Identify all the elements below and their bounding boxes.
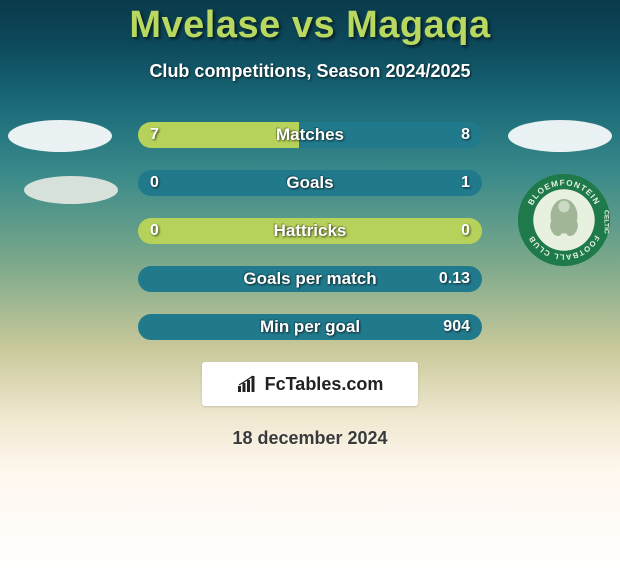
content-root: Mvelase vs Magaqa Club competitions, Sea… [0,0,620,449]
stat-row: 0 Hattricks 0 [138,218,482,244]
watermark-text: FcTables.com [265,374,384,395]
stat-label: Hattricks [274,221,347,241]
chart-icon [237,375,259,393]
stat-label: Min per goal [260,317,360,337]
page-title: Mvelase vs Magaqa [0,0,620,47]
date-text: 18 december 2024 [0,428,620,449]
stat-label: Goals [286,173,333,193]
stat-left-value: 0 [150,174,159,192]
subtitle: Club competitions, Season 2024/2025 [0,61,620,82]
club-badge-right: BLOEMFONTEIN FOOTBALL CLUB CELTIC [516,172,612,268]
stat-row: Min per goal 904 [138,314,482,340]
stat-right-value: 0.13 [439,270,470,288]
stat-right-value: 0 [461,222,470,240]
stat-row: Goals per match 0.13 [138,266,482,292]
stat-left-value: 7 [150,126,159,144]
watermark-box: FcTables.com [202,362,418,406]
stat-right-value: 8 [461,126,470,144]
player-left-ellipse-2 [24,176,118,204]
badge-text-side: CELTIC [602,210,609,234]
stat-left-fill [138,122,299,148]
stat-row: 0 Goals 1 [138,170,482,196]
stat-label: Goals per match [243,269,376,289]
stat-right-value: 1 [461,174,470,192]
player-right-ellipse [508,120,612,152]
stat-right-value: 904 [443,318,470,336]
stat-left-value: 0 [150,222,159,240]
stat-label: Matches [276,125,344,145]
player-left-ellipse-1 [8,120,112,152]
stat-row: 7 Matches 8 [138,122,482,148]
